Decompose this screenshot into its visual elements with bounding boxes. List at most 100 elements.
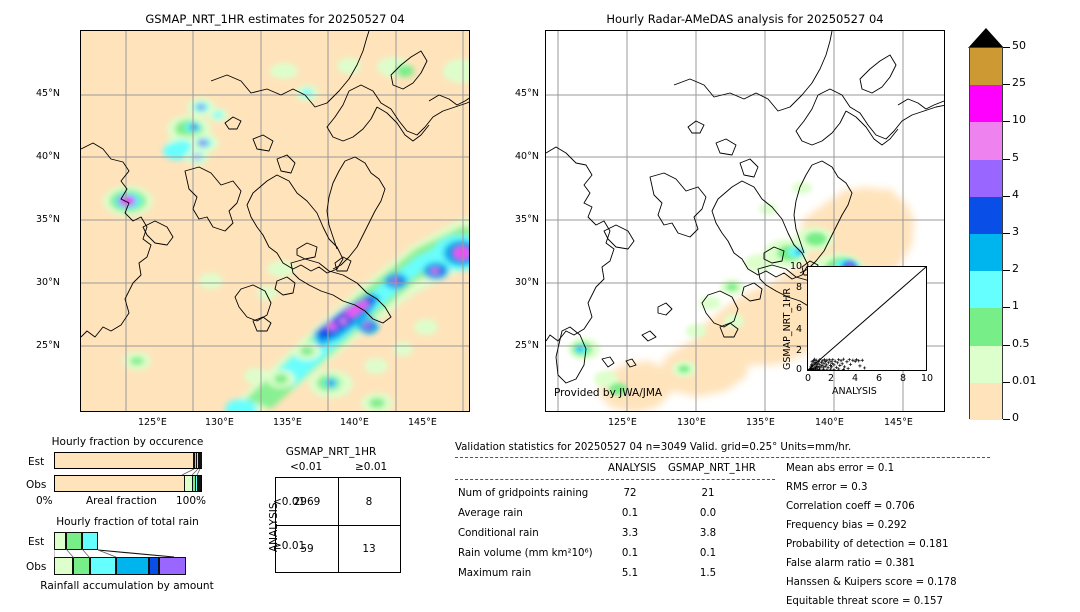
contingency-cell-01: 8: [365, 495, 373, 508]
right-map-ytick-25n: 25°N: [515, 340, 539, 351]
colorbar-band: [970, 345, 1002, 383]
colorbar-tick-label: 0.01: [1012, 373, 1037, 387]
scatter-point: [813, 365, 817, 369]
scatter-point: [860, 358, 864, 362]
scatter-point: [825, 358, 829, 362]
scatter-point: [822, 358, 827, 362]
contingency-col-header-ge: ≥0.01: [355, 461, 388, 473]
amount-bar-est[interactable]: [54, 532, 202, 550]
colorbar-tick-label: 1: [1012, 299, 1019, 313]
bar-segment: [54, 557, 74, 575]
scatter-ytick-10: 10: [790, 261, 803, 272]
validation-row-gsmap: 21: [701, 488, 715, 499]
bar-segment: [55, 453, 194, 468]
validation-score-line: Frequency bias = 0.292: [786, 520, 907, 531]
contingency-table[interactable]: 2969 8 59 13: [275, 477, 401, 573]
amount-row-label-obs: Obs: [26, 561, 47, 573]
left-map-xtick-145e: 145°E: [408, 417, 437, 428]
scatter-ytick-8: 8: [796, 282, 803, 293]
left-map-xtick-130e: 130°E: [205, 417, 234, 428]
scatter-inset[interactable]: GSMAP_NRT_1HR ANALYSIS 10 8 6 4 2 0 0 2 …: [770, 258, 940, 408]
scatter-point: [837, 358, 841, 362]
bar-segment: [192, 476, 196, 491]
colorbar-band: [970, 159, 1002, 197]
bar-segment: [73, 557, 90, 575]
colorbar-tickmark: [1003, 47, 1010, 48]
right-map-ytick-35n: 35°N: [515, 214, 539, 225]
gsmap-estimate-map[interactable]: [80, 30, 470, 412]
colorbar-band: [970, 234, 1002, 272]
scatter-plot-area[interactable]: [807, 266, 927, 372]
colorbar-tickmark: [1003, 233, 1010, 234]
colorbar-tickmark: [1003, 307, 1010, 309]
scatter-xtick-10: 10: [921, 373, 934, 384]
validation-score-line: Probability of detection = 0.181: [786, 539, 949, 550]
scatter-point: [822, 361, 826, 365]
colorbar-tick-label: 50: [1012, 39, 1026, 52]
scatter-xlabel: ANALYSIS: [832, 386, 877, 397]
scatter-point: [815, 362, 820, 366]
validation-row-label: Conditional rain: [458, 528, 539, 539]
contingency-row-header-ge: ≥0.01: [273, 540, 306, 552]
validation-score-line: False alarm ratio = 0.381: [786, 558, 915, 569]
bar-segment: [197, 476, 200, 491]
validation-divider-right: [776, 457, 990, 458]
contingency-col-header-lt: <0.01: [290, 461, 323, 473]
colorbar-band: [970, 122, 1002, 160]
scatter-point: [829, 359, 833, 363]
bar-segment: [65, 532, 83, 550]
occurrence-axis-left: 0%: [36, 495, 53, 507]
left-map-xtick-140e: 140°E: [340, 417, 369, 428]
colorbar-tickmark: [1003, 344, 1010, 346]
scatter-xtick-6: 6: [876, 373, 883, 384]
occurrence-axis-center: Areal fraction: [86, 495, 157, 507]
amount-connector-lines: [54, 549, 175, 558]
scatter-point: [824, 363, 828, 367]
scatter-point: [818, 362, 822, 366]
scatter-point: [851, 358, 855, 362]
amount-chart-caption: Rainfall accumulation by amount: [40, 580, 214, 592]
colorbar-band: [970, 382, 1002, 420]
amount-bar-obs[interactable]: [54, 557, 202, 575]
colorbar[interactable]: 50 25 10 5 4 3 2 1 0.5 0.01 0: [966, 28, 1076, 428]
validation-row-label: Average rain: [458, 508, 523, 519]
scatter-point: [846, 366, 850, 371]
colorbar-tick-label: 0: [1012, 411, 1019, 424]
left-panel-title: GSMAP_NRT_1HR estimates for 20250527 04: [145, 12, 405, 26]
occurrence-bar-est[interactable]: [54, 452, 202, 469]
scatter-point: [839, 359, 843, 363]
amount-chart-title: Hourly fraction of total rain: [56, 516, 199, 528]
scatter-point: [827, 358, 831, 362]
validation-score-line: Mean abs error = 0.1: [786, 463, 895, 474]
validation-row-analysis: 0.1: [621, 508, 639, 519]
right-map-xtick-145e: 145°E: [884, 417, 913, 428]
contingency-col-title: GSMAP_NRT_1HR: [285, 446, 377, 458]
left-map-xtick-135e: 135°E: [273, 417, 302, 428]
right-map-xtick-140e: 140°E: [815, 417, 844, 428]
contingency-row-header-lt: <0.01: [273, 496, 306, 508]
scatter-xtick-8: 8: [900, 373, 907, 384]
colorbar-tickmark: [1003, 121, 1010, 123]
validation-row-analysis: 72: [623, 488, 637, 499]
colorbar-band: [970, 48, 1002, 86]
scatter-point: [834, 365, 838, 370]
scatter-point: [831, 358, 835, 362]
scatter-point: [833, 359, 837, 363]
scatter-point: [832, 368, 836, 372]
right-map-xtick-125e: 125°E: [608, 417, 637, 428]
colorbar-tickmark: [1003, 419, 1010, 420]
validation-row-analysis: 3.3: [621, 528, 639, 539]
validation-score-line: RMS error = 0.3: [786, 482, 868, 493]
colorbar-tick-label: 5: [1012, 150, 1019, 164]
right-map-xtick-130e: 130°E: [677, 417, 706, 428]
one-to-one-line: [807, 266, 927, 371]
left-map-ytick-40n: 40°N: [36, 151, 60, 162]
occurrence-axis-right: 100%: [176, 495, 207, 507]
occurrence-bar-obs[interactable]: [54, 475, 202, 492]
validation-divider-mid: [455, 479, 775, 480]
validation-row-gsmap: 3.8: [699, 528, 717, 539]
validation-score-line: Equitable threat score = 0.157: [786, 596, 943, 607]
left-map-precip-overlay: [81, 31, 469, 411]
scatter-xtick-0: 0: [805, 373, 812, 384]
bar-segment: [148, 557, 160, 575]
